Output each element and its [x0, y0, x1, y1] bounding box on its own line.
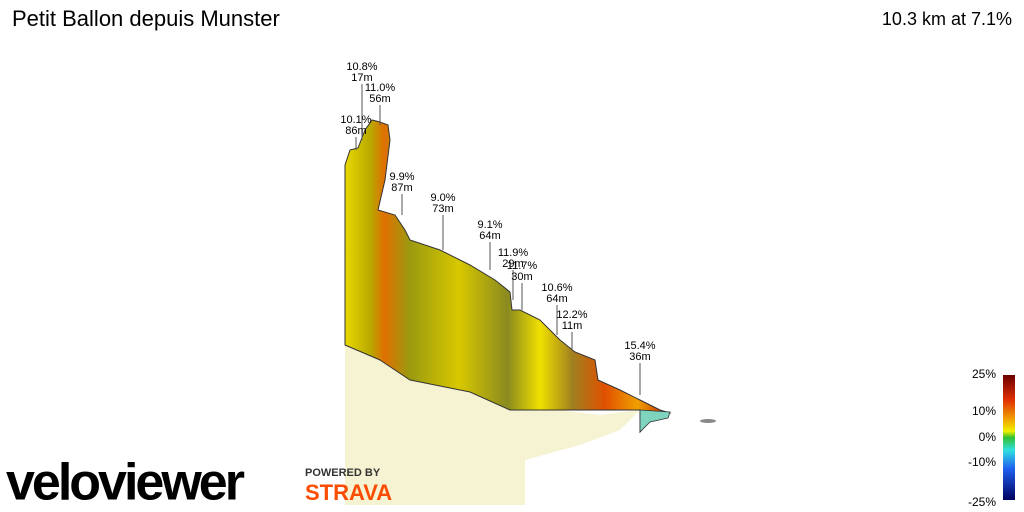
- colorbar-tick-label: 10%: [972, 404, 996, 418]
- annotation-grade: 10.6%: [541, 282, 572, 294]
- annotation-grade: 11.0%: [365, 82, 396, 94]
- annotation-length: 30m: [511, 271, 532, 283]
- annotation-length: 17m: [351, 72, 372, 84]
- reflection: [345, 345, 640, 505]
- annotation-length: 73m: [432, 203, 453, 215]
- annotation-length: 56m: [369, 93, 390, 105]
- annotation-length: 29m: [502, 258, 523, 270]
- annotation-grade: 11.7%: [507, 260, 538, 272]
- profile-ribbon: [344, 119, 672, 434]
- powered-by: POWERED BY: [305, 467, 381, 479]
- annotation-length: 87m: [391, 182, 412, 194]
- annotation-grade: 10.1%: [340, 114, 371, 126]
- gradient-flat: [639, 409, 671, 433]
- annotation-grade: 15.4%: [624, 340, 655, 352]
- annotation-length: 36m: [629, 351, 650, 363]
- colorbar-tick-label: -10%: [968, 455, 996, 469]
- summary: 10.3 km at 7.1%: [882, 9, 1012, 29]
- marker: [700, 419, 716, 423]
- annotation-length: 64m: [546, 293, 567, 305]
- colorbar-tick-label: 25%: [972, 367, 996, 381]
- annotation-length: 86m: [345, 125, 366, 137]
- annotation-grade: 10.8%: [346, 61, 377, 73]
- annotation-grade: 9.9%: [389, 171, 414, 183]
- annotation-length: 64m: [479, 230, 500, 242]
- colorbar-tick-label: 0%: [979, 430, 997, 444]
- strava-logo: STRAVA: [305, 480, 392, 505]
- colorbar: [1003, 375, 1015, 500]
- annotation-length: 11m: [562, 320, 583, 332]
- title: Petit Ballon depuis Munster: [12, 6, 280, 31]
- colorbar-tick-label: -25%: [968, 495, 996, 509]
- annotation-grade: 9.1%: [477, 219, 502, 231]
- annotation-grade: 9.0%: [430, 192, 455, 204]
- annotation-grade: 11.9%: [498, 247, 529, 259]
- brand-logo: veloviewer: [6, 454, 245, 512]
- annotation-grade: 12.2%: [556, 309, 587, 321]
